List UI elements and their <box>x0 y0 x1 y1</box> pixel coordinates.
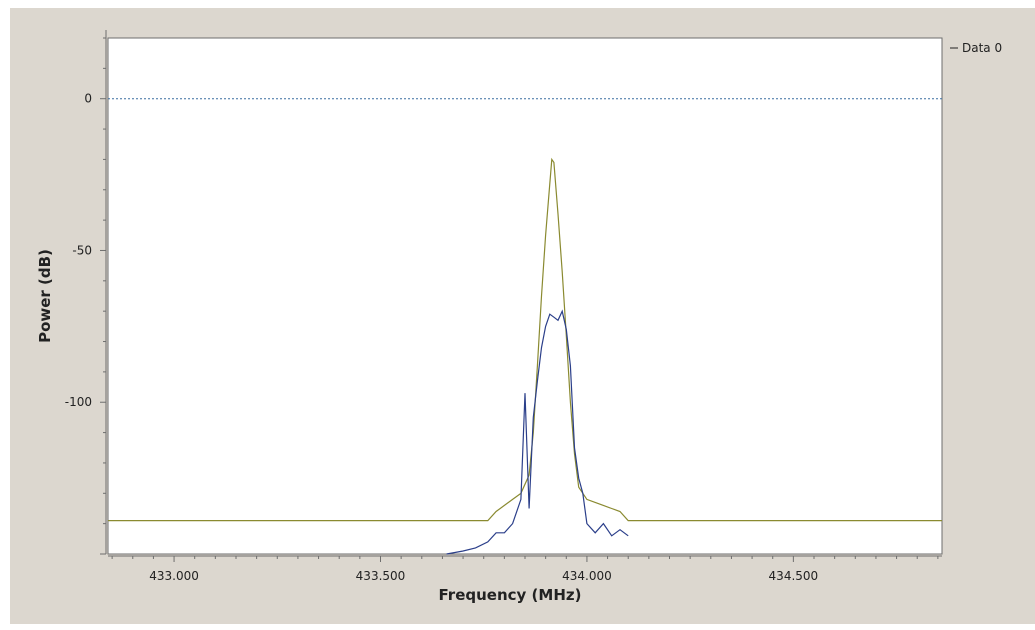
y-axis-title: Power (dB) <box>36 249 54 343</box>
series-group <box>108 157 942 555</box>
y-axis-ticks: 0 -50 -100 <box>65 37 106 555</box>
plot-area[interactable] <box>107 37 943 555</box>
y-tick-label: 0 <box>84 92 92 106</box>
y-tick-label: -50 <box>72 243 92 257</box>
max-hold-trace <box>108 157 942 522</box>
x-tick-label: 433.000 <box>149 569 199 583</box>
legend-label: Data 0 <box>962 41 1002 55</box>
x-axis-title: Frequency (MHz) <box>439 586 582 604</box>
x-tick-label: 433.500 <box>356 569 406 583</box>
x-axis-ticks: 433.000 433.500 434.000 434.500 <box>111 556 939 583</box>
y-tick-label: -100 <box>65 395 92 409</box>
x-tick-label: 434.000 <box>562 569 612 583</box>
x-tick-label: 434.500 <box>769 569 819 583</box>
legend[interactable]: Data 0 <box>950 41 1002 55</box>
spectrum-trace <box>446 309 629 555</box>
